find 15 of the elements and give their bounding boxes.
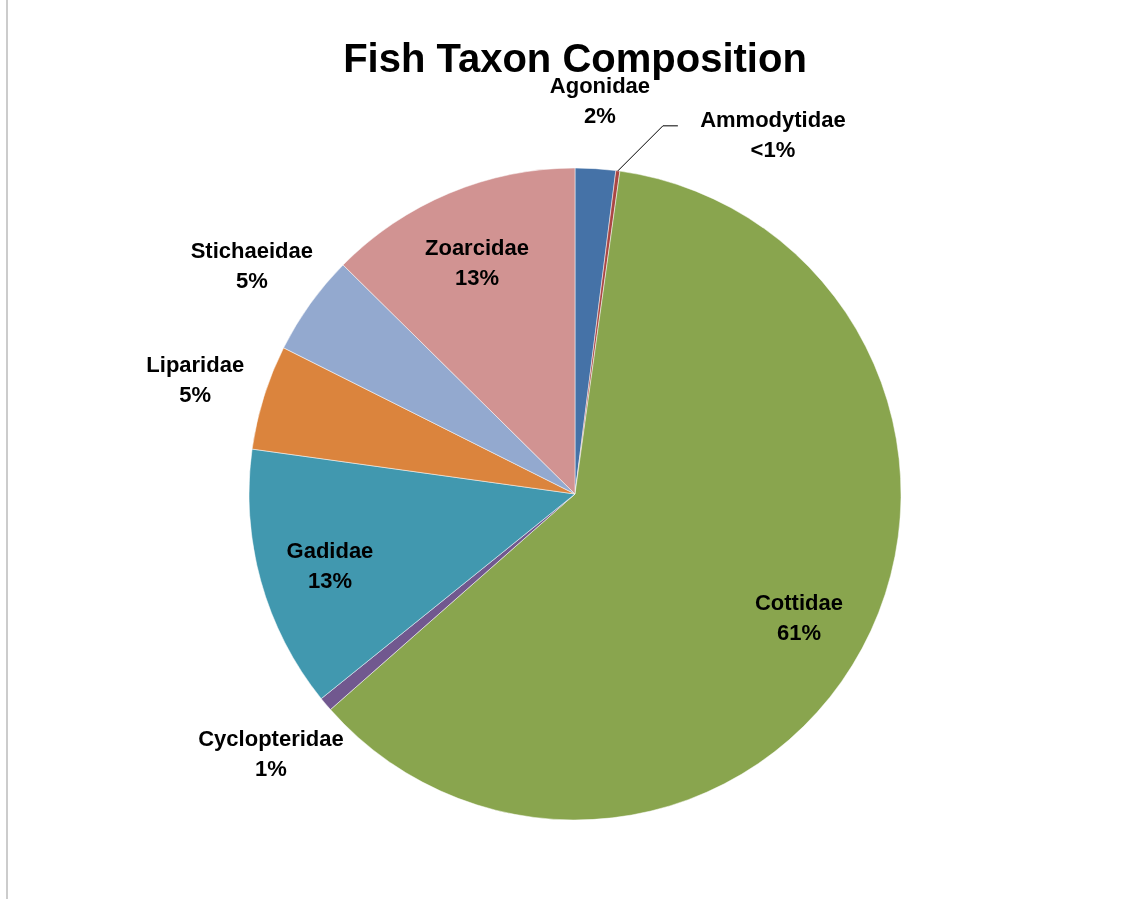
slice-label: Gadidae [286,537,374,563]
slice-label: Cyclopteridae [198,726,344,752]
data-label: 13% [454,265,499,291]
slice-label: Cottidae [754,590,843,616]
slice-label: Ammodytidae [700,106,846,132]
data-label: 61% [776,620,821,646]
slice-label: Stichaeidae [190,238,313,264]
data-label: 13% [307,567,352,593]
slice-label: Zoarcidae [424,235,529,261]
data-label: 5% [179,381,212,407]
data-label: 5% [235,268,268,294]
data-label: 2% [584,103,616,129]
data-label: <1% [750,136,796,162]
slice-label: Liparidae [146,351,245,377]
data-label: 1% [255,756,287,782]
